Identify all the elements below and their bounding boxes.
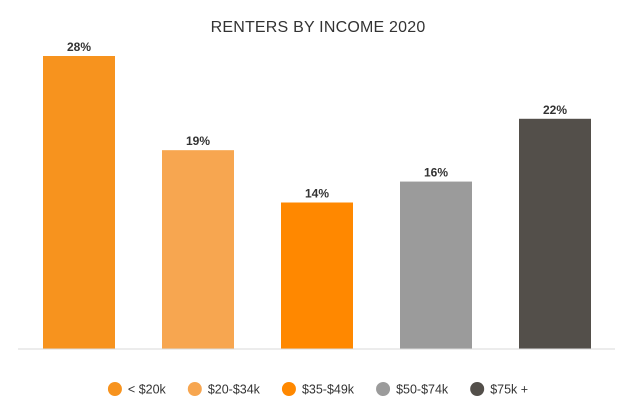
legend-marker-2 <box>187 382 202 396</box>
bars-group <box>43 56 591 350</box>
bar-1 <box>43 56 115 349</box>
legend-marker-3 <box>281 382 296 396</box>
chart-title: RENTERS BY INCOME 2020 <box>211 19 426 36</box>
data-label-4: 16% <box>424 166 448 180</box>
bar-5 <box>519 118 591 350</box>
legend-label-3: $35-$49k <box>302 383 355 397</box>
data-labels-group: 28% 19% 14% 16% 22% <box>67 40 567 201</box>
legend-item-1: < $20k <box>107 382 167 397</box>
legend-label-2: $20-$34k <box>208 383 261 397</box>
legend-item-5: $75k + <box>470 382 528 397</box>
data-label-2: 19% <box>186 134 210 148</box>
data-label-3: 14% <box>305 187 329 201</box>
bar-4 <box>400 181 472 349</box>
legend-label-5: $75k + <box>490 383 528 397</box>
legend-item-4: $50-$74k <box>376 382 449 397</box>
bar-3 <box>281 202 353 349</box>
legend-item-2: $20-$34k <box>187 382 261 397</box>
legend-marker-1 <box>107 382 122 396</box>
legend: < $20k $20-$34k $35-$49k $50-$74k $75k + <box>107 382 528 397</box>
legend-label-4: $50-$74k <box>396 383 449 397</box>
data-label-1: 28% <box>67 40 91 54</box>
legend-item-3: $35-$49k <box>281 382 355 397</box>
legend-label-1: < $20k <box>128 383 167 397</box>
data-label-5: 22% <box>543 103 567 117</box>
legend-marker-5 <box>470 382 485 396</box>
bar-2 <box>162 150 234 349</box>
legend-marker-4 <box>376 382 391 396</box>
